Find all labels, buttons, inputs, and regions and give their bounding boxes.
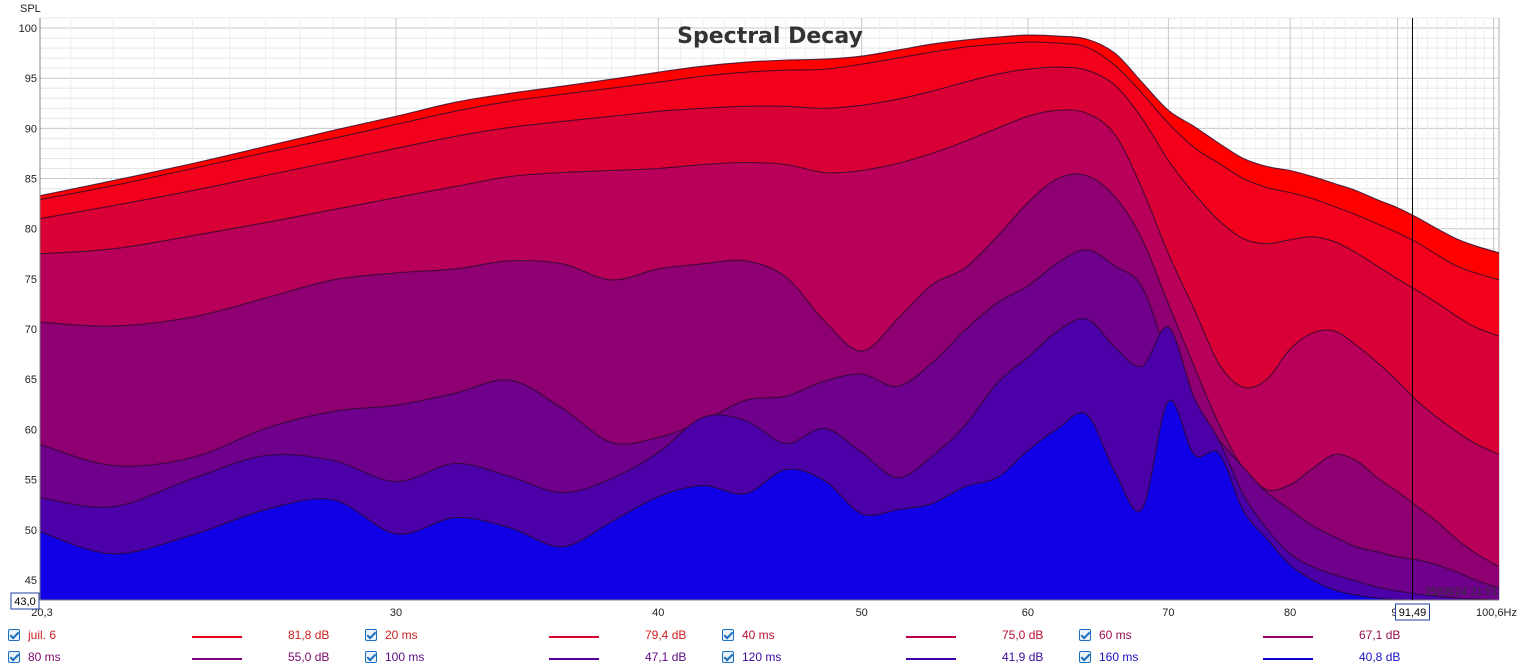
y-tick-label: 75 [25,274,37,286]
legend-item[interactable]: 80 ms 55,0 dB [8,648,348,668]
decay-curve-5 [39,173,1500,568]
legend-swatch [1263,658,1313,660]
legend: juil. 6 81,8 dB 20 ms 79,4 dB 40 ms 75,0 dB 60… [0,624,1520,672]
chart-title: Spectral Decay [677,24,863,49]
x-tick-label: 60 [1022,607,1034,619]
legend-swatch [1263,636,1313,638]
legend-label: juil. 6 [28,628,57,642]
legend-swatch [906,658,956,660]
legend-item[interactable]: juil. 6 81,8 dB [8,626,348,646]
decay-curve-8 [39,399,1499,601]
y-tick-label: 90 [25,123,37,135]
legend-label: 160 ms [1099,650,1139,664]
y-tick-label: 70 [25,324,37,336]
legend-value: 40,8 dB [1359,650,1401,664]
spectral-decay-chart: Spectral Decay SPL 45 50 55 60 65 70 75 80 85 90 9… [10,3,1517,621]
legend-item[interactable]: 20 ms 79,4 dB [365,626,705,646]
x-tick-labels: 20,330405060708090100,6Hz [31,607,1517,619]
cursor-value-box[interactable] [1394,603,1430,621]
cursor-value: 91,49 [1399,607,1427,619]
y-tick-label: 65 [25,374,37,386]
legend-label: 80 ms [28,650,61,664]
x-tick-label: 50 [856,607,868,619]
legend-item[interactable]: 160 ms 40,8 dB [1079,648,1419,668]
legend-value: 41,9 dB [1002,650,1044,664]
decay-curve-4 [39,109,1500,456]
x-tick-label: 80 [1284,607,1296,619]
legend-swatch [192,636,242,638]
y-tick-label: 95 [25,73,37,85]
decay-curve-7 [39,317,1500,601]
legend-item[interactable]: 100 ms 47,1 dB [365,648,705,668]
y-axis-label: SPL [20,3,41,15]
chart-axes [39,18,1499,601]
y-tick-label: 50 [25,525,37,537]
legend-value: 67,1 dB [1359,628,1401,642]
decay-curve-1 [39,34,1500,254]
y-min-value: 43,0 [14,596,35,608]
y-min-value-box[interactable] [10,592,40,610]
legend-label: 40 ms [742,628,775,642]
x-tick-label: 30 [390,607,402,619]
legend-value: 55,0 dB [288,650,330,664]
decay-areas [39,34,1500,601]
y-tick-label: 55 [25,475,37,487]
legend-label: 60 ms [1099,628,1132,642]
x-tick-label: 70 [1162,607,1174,619]
legend-value: 81,8 dB [288,628,330,642]
legend-checkbox[interactable] [8,651,20,663]
legend-label: 120 ms [742,650,782,664]
decay-curve-6 [39,249,1500,589]
legend-label: 100 ms [385,650,425,664]
legend-swatch [549,658,599,660]
decay-curve-3 [39,66,1500,337]
legend-checkbox[interactable] [365,629,377,641]
legend-swatch [906,636,956,638]
legend-value: 79,4 dB [645,628,687,642]
legend-value: 47,1 dB [645,650,687,664]
legend-checkbox[interactable] [365,651,377,663]
legend-item[interactable]: 40 ms 75,0 dB [722,626,1062,646]
x-tick-label: 100,6Hz [1476,607,1517,619]
y-tick-label: 100 [19,23,37,35]
decay-area-8 [40,400,1499,600]
legend-value: 75,0 dB [1002,628,1044,642]
legend-checkbox[interactable] [1079,651,1091,663]
legend-checkbox[interactable] [722,651,734,663]
legend-swatch [549,636,599,638]
y-tick-label: 85 [25,174,37,186]
y-tick-label: 60 [25,424,37,436]
x-tick-label: 20,3 [31,607,52,619]
y-tick-label: 80 [25,224,37,236]
legend-swatch [192,658,242,660]
y-tick-labels: 45 50 55 60 65 70 75 80 85 90 95 100 [19,23,37,587]
legend-item[interactable]: 60 ms 67,1 dB [1079,626,1419,646]
legend-label: 20 ms [385,628,418,642]
decay-curve-2 [39,41,1500,281]
legend-item[interactable]: 120 ms 41,9 dB [722,648,1062,668]
legend-checkbox[interactable] [1079,629,1091,641]
legend-checkbox[interactable] [8,629,20,641]
timestamp: 25/08/24 21:51 [1425,586,1498,598]
y-tick-label: 45 [25,575,37,587]
legend-checkbox[interactable] [722,629,734,641]
x-tick-label: 40 [652,607,664,619]
